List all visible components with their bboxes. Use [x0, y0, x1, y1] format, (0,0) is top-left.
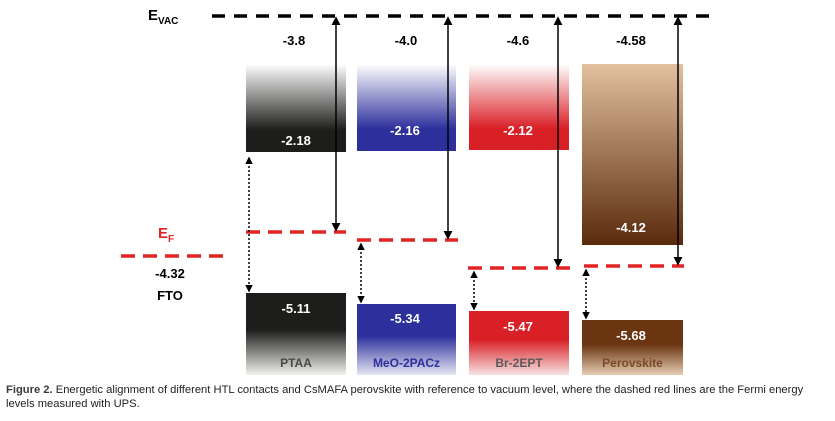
ptaa-label: PTAA: [280, 356, 312, 370]
perovskite-homo-band: [582, 320, 683, 375]
meo-2pacz-lumo-band: [357, 64, 456, 151]
vacuum-level-label: EVAC: [148, 7, 178, 27]
perovskite-lumo-band: [582, 64, 683, 245]
ptaa-homo-value: -5.11: [282, 301, 311, 316]
br-2ept-work-function-value: -4.6: [507, 33, 529, 48]
perovskite-work-function-value: -4.58: [616, 33, 646, 48]
meo-2pacz-homo-band: [357, 304, 456, 375]
figure-caption-text: Energetic alignment of different HTL con…: [6, 384, 804, 410]
ptaa-work-function-value: -3.8: [283, 33, 305, 48]
perovskite-lumo-value: -4.12: [616, 220, 646, 235]
ptaa-lumo-band: [246, 64, 346, 152]
br-2ept-lumo-value: -2.12: [503, 123, 533, 138]
perovskite-homo-value: -5.68: [616, 328, 646, 343]
meo-2pacz-label: MeO-2PACz: [373, 356, 440, 370]
meo-2pacz-homo-value: -5.34: [390, 311, 420, 326]
meo-2pacz-work-function-value: -4.0: [395, 33, 417, 48]
fto-work-function: -4.32: [155, 266, 185, 281]
figure-caption: Figure 2. Energetic alignment of differe…: [6, 383, 832, 411]
br-2ept-lumo-band: [469, 64, 569, 150]
ptaa-lumo-value: -2.18: [281, 133, 311, 148]
meo-2pacz-lumo-value: -2.16: [390, 123, 420, 138]
energy-level-diagram: EVAC EF -4.32 FTO -3.8 -2.18 -5.11 PTAA -4.0…: [121, 7, 718, 375]
figure-label: Figure 2.: [6, 384, 53, 396]
perovskite-label: Perovskite: [602, 356, 663, 370]
fermi-level-label: EF: [158, 225, 174, 245]
ptaa-homo-band: [246, 293, 346, 375]
fto-label: FTO: [157, 288, 183, 303]
br-2ept-homo-value: -5.47: [503, 319, 533, 334]
br-2ept-homo-band: [469, 311, 569, 375]
br-2ept-label: Br-2EPT: [495, 356, 543, 370]
